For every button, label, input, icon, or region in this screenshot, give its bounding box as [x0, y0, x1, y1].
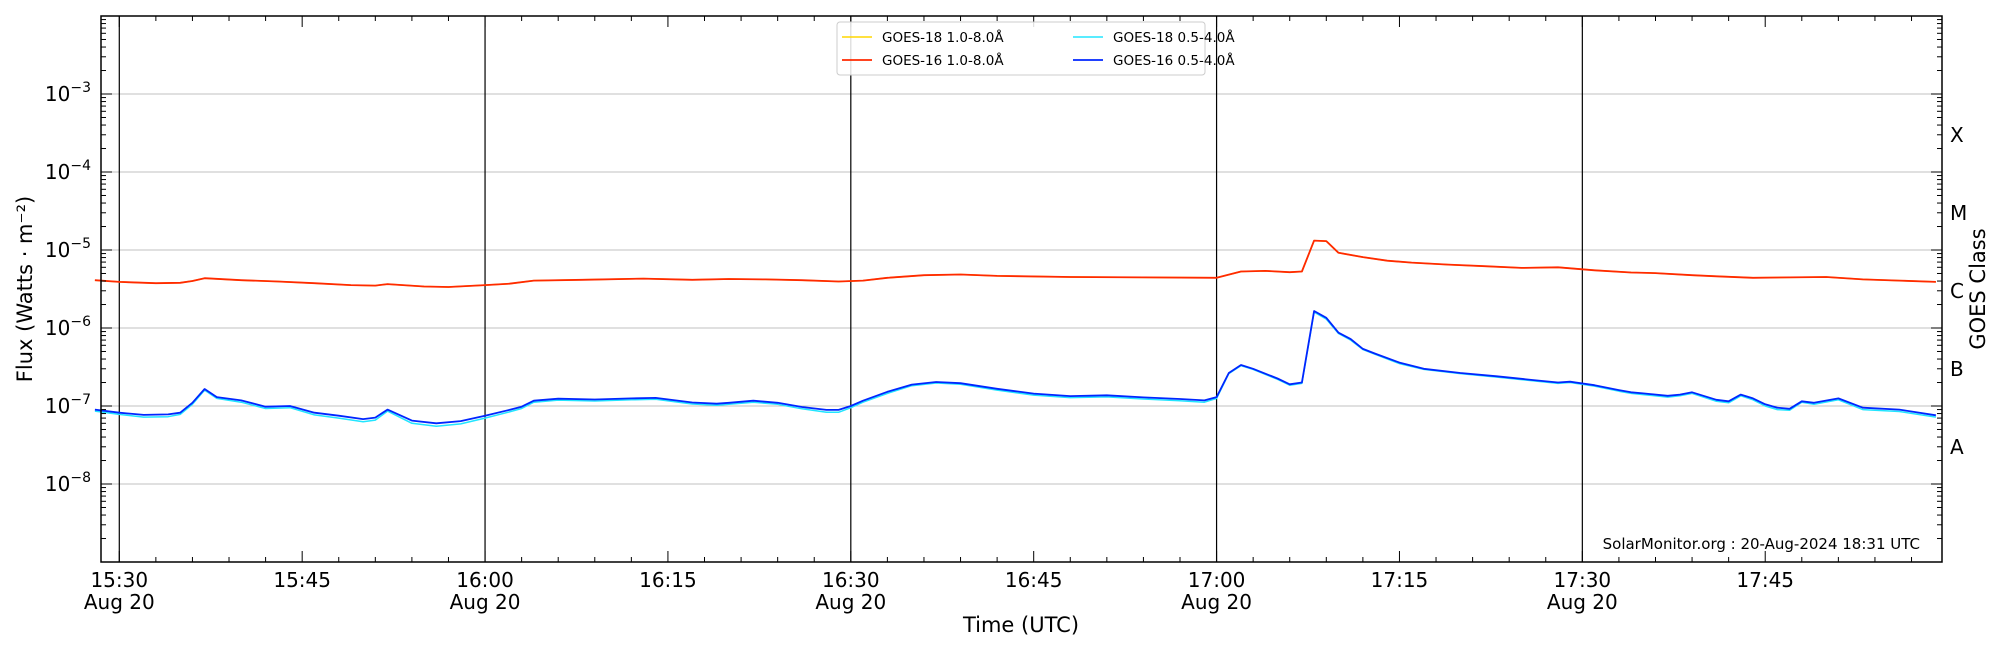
series-line-3 [94, 311, 1937, 428]
y-axis-title: Flux (Watts · m⁻²) [13, 196, 37, 382]
axis-ticks [101, 16, 1942, 563]
x-tick-label: 17:30 [1554, 568, 1612, 592]
y-tick-label: 10−5 [45, 236, 91, 262]
legend-label-3: GOES-18 0.5-4.0Å [1113, 29, 1235, 46]
x-tick-label: 15:45 [273, 568, 331, 592]
major-time-lines [118, 16, 1583, 562]
x-tick-label: 17:45 [1736, 568, 1794, 592]
y-tick-label: 10−7 [45, 392, 91, 418]
x-tick-label: 16:00 [456, 568, 514, 592]
x-tick-date-label: Aug 20 [1547, 590, 1618, 614]
gridlines [101, 93, 1942, 485]
goes-class-C: C [1950, 279, 1964, 303]
plot-frame [100, 15, 1943, 563]
y-tick-label: 10−4 [45, 158, 91, 184]
goes-class-A: A [1950, 435, 1964, 459]
goes-class-B: B [1950, 357, 1964, 381]
x-tick-label: 16:15 [639, 568, 697, 592]
goes-class-labels: A B C M X [1950, 123, 1967, 459]
legend-label-2: GOES-16 1.0-8.0Å [882, 52, 1004, 69]
x-tick-label: 17:00 [1188, 568, 1246, 592]
y-tick-labels: 10−8 10−7 10−6 10−5 10−4 10−3 [45, 80, 91, 496]
credit-text: SolarMonitor.org : 20-Aug-2024 18:31 UTC [1603, 535, 1920, 553]
series-lines [94, 239, 1937, 428]
x-tick-date-label: Aug 20 [84, 590, 155, 614]
y-tick-label: 10−6 [45, 314, 91, 340]
y-tick-label: 10−3 [45, 80, 91, 106]
y-tick-label: 10−8 [45, 470, 91, 496]
x-tick-date-label: Aug 20 [815, 590, 886, 614]
x-tick-label: 16:45 [1005, 568, 1063, 592]
x-axis-title: Time (UTC) [962, 613, 1079, 637]
series-line-4 [94, 310, 1937, 425]
y2-axis-title: GOES Class [1966, 228, 1990, 349]
legend-label-4: GOES-16 0.5-4.0Å [1113, 52, 1235, 69]
legend: GOES-18 1.0-8.0Å GOES-16 1.0-8.0Å GOES-18 … [836, 21, 1235, 76]
x-tick-date-label: Aug 20 [1181, 590, 1252, 614]
series-line-2 [94, 239, 1936, 288]
goes-class-M: M [1950, 201, 1967, 225]
x-tick-label: 17:15 [1371, 568, 1429, 592]
x-tick-label: 16:30 [822, 568, 880, 592]
goes-class-X: X [1950, 123, 1964, 147]
legend-box [836, 21, 1206, 76]
x-tick-label: 15:30 [90, 568, 148, 592]
legend-label-1: GOES-18 1.0-8.0Å [882, 29, 1004, 46]
x-tick-date-label: Aug 20 [450, 590, 521, 614]
